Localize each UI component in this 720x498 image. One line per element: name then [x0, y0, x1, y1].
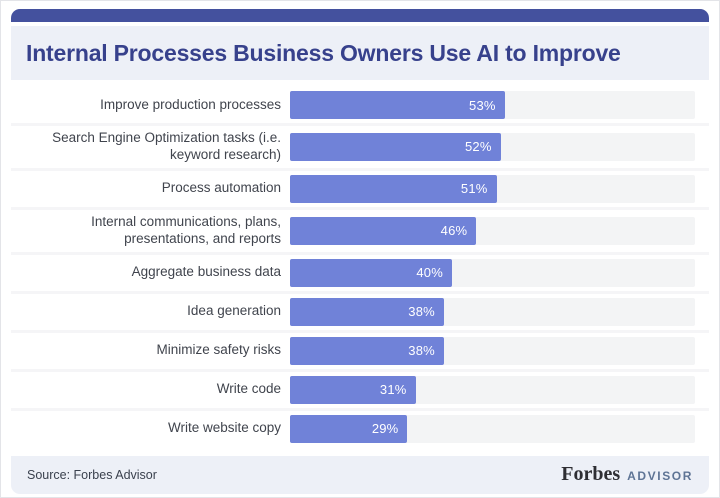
chart-header: Internal Processes Business Owners Use A… [11, 26, 709, 80]
bar-label: Internal communications, plans, presenta… [91, 213, 281, 246]
chart-row: Minimize safety risks 38% [11, 329, 709, 369]
bar-value: 31% [379, 382, 407, 397]
page-title: Internal Processes Business Owners Use A… [26, 39, 621, 66]
bar-label: Search Engine Optimization tasks (i.e. k… [52, 130, 281, 162]
bar-value: 52% [464, 139, 492, 155]
chart-footer: Source: Forbes Advisor Forbes ADVISOR [11, 455, 709, 494]
bar-fill: 38% [290, 297, 444, 326]
bar-label: Process automation [161, 180, 281, 196]
bar-track: 40% [290, 258, 695, 287]
chart-row: Aggregate business data 40% [11, 251, 709, 291]
top-accent-bar [11, 9, 709, 22]
bar-fill: 51% [290, 174, 497, 203]
bar-value: 53% [469, 97, 496, 113]
bar-label: Idea generation [187, 303, 281, 319]
bar-value: 51% [460, 181, 488, 197]
bar-value: 29% [371, 421, 399, 436]
chart-row: Process automation 51% [11, 167, 709, 207]
bar-chart: Improve production processes 53% Search En… [11, 80, 709, 447]
bar-track: 38% [290, 336, 695, 365]
chart-row: Internal communications, plans, presenta… [11, 206, 709, 252]
bar-value: 46% [440, 223, 468, 239]
bar-label: Write code [216, 381, 281, 397]
bar-track: 31% [290, 375, 695, 404]
bar-fill: 46% [290, 216, 477, 245]
bar-track: 29% [290, 414, 695, 443]
chart-row: Write code 31% [11, 368, 709, 408]
chart-row: Search Engine Optimization tasks (i.e. k… [11, 123, 709, 168]
bar-value: 38% [408, 304, 435, 319]
bar-label: Write website copy [167, 420, 281, 436]
chart-row: Idea generation 38% [11, 290, 709, 330]
bar-fill: 53% [290, 91, 505, 119]
chart-row: Write website copy 29% [11, 407, 709, 447]
chart-row: Improve production processes 53% [11, 87, 709, 123]
bar-value: 38% [408, 343, 435, 358]
bar-track: 53% [290, 91, 695, 119]
bar-fill: 29% [290, 414, 408, 443]
bar-fill: 31% [290, 375, 416, 404]
source-note: Source: Forbes Advisor [27, 467, 157, 482]
bar-label: Minimize safety risks [156, 342, 281, 358]
advisor-wordmark: ADVISOR [627, 469, 693, 483]
bar-track: 52% [290, 132, 695, 161]
bar-track: 46% [290, 216, 695, 245]
bar-track: 38% [290, 297, 695, 326]
bar-value: 40% [416, 265, 443, 280]
bar-track: 51% [290, 174, 695, 203]
bar-label: Improve production processes [100, 96, 281, 112]
bar-label: Aggregate business data [131, 264, 281, 280]
forbes-advisor-logo: Forbes ADVISOR [561, 463, 693, 486]
bar-fill: 52% [290, 132, 501, 161]
forbes-wordmark: Forbes [561, 463, 621, 485]
bar-fill: 40% [290, 258, 452, 287]
bar-fill: 38% [290, 336, 444, 365]
